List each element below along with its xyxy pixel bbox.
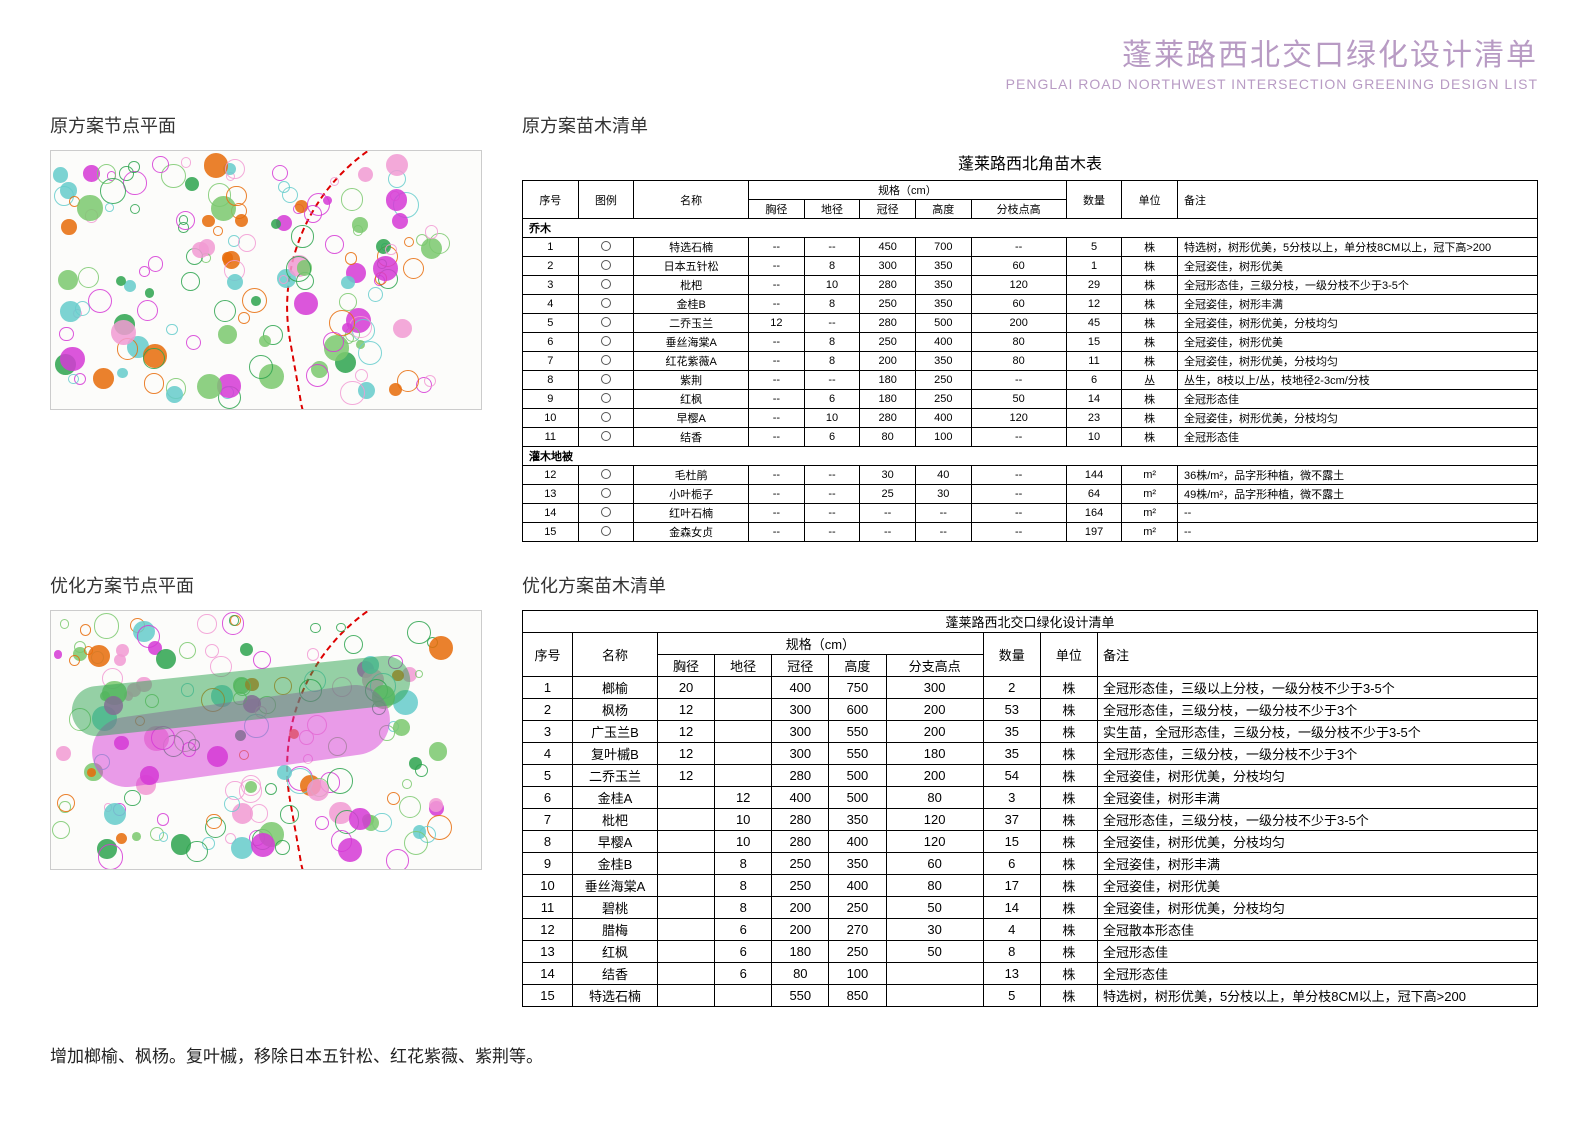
col-gj: 冠径 (860, 200, 916, 219)
col-symbol: 图例 (578, 181, 634, 219)
col2-gj: 冠径 (772, 655, 829, 677)
category-row: 灌木地被 (523, 447, 1538, 466)
table-row: 11碧桃82002505014株全冠姿佳，树形优美，分枝均匀 (523, 897, 1538, 919)
table-row: 6金桂A12400500803株全冠姿佳，树形丰满 (523, 787, 1538, 809)
table-row: 2枫杨1230060020053株全冠形态佳，三级分枝，一级分枝不少于3个 (523, 699, 1538, 721)
table-row: 8早樱A1028040012015株全冠姿佳，树形优美，分枝均匀 (523, 831, 1538, 853)
col-spec-group: 规格（cm） (749, 181, 1067, 200)
optimized-plan-image (50, 610, 482, 870)
table-row: 5二乔玉兰12--28050020045株全冠姿佳，树形优美，分枝均匀 (523, 314, 1538, 333)
table-row: 7红花紫薇A--82003508011株全冠姿佳，树形优美，分枝均匀 (523, 352, 1538, 371)
table-row: 9红枫--61802505014株全冠形态佳 (523, 390, 1538, 409)
table-row: 4金桂B--82503506012株全冠姿佳，树形丰满 (523, 295, 1538, 314)
table-row: 15金森女贞----------197m²-- (523, 523, 1538, 542)
col2-dj: 地径 (715, 655, 772, 677)
table-row: 5二乔玉兰1228050020054株全冠姿佳，树形优美，分枝均匀 (523, 765, 1538, 787)
table-row: 9金桂B8250350606株全冠姿佳，树形丰满 (523, 853, 1538, 875)
table-row: 3广玉兰B1230055020035株实生苗，全冠形态佳，三级分枝，一级分枝不少… (523, 721, 1538, 743)
original-list-block: 原方案苗木清单 蓬莱路西北角苗木表 序号 图例 名称 规格（cm） 数量 单位 … (522, 112, 1538, 542)
col2-name: 名称 (573, 633, 658, 677)
col-seq: 序号 (523, 181, 579, 219)
table-row: 8紫荆----180250--6丛丛生，8枝以上/丛，枝地径2-3cm/分枝 (523, 371, 1538, 390)
table-row: 13小叶栀子----2530--64m²49株/m²，品字形种植，微不露土 (523, 485, 1538, 504)
optimized-list-title: 优化方案苗木清单 (522, 572, 1538, 598)
table-row: 13红枫6180250508株全冠形态佳 (523, 941, 1538, 963)
col2-fz: 分支高点 (886, 655, 983, 677)
original-list-title: 原方案苗木清单 (522, 112, 1538, 138)
optimized-plan-block: 优化方案节点平面 (50, 572, 482, 1007)
table-row: 4复叶槭B1230055018035株全冠形态佳，三级分枝，一级分枝不少于3个 (523, 743, 1538, 765)
table-row: 10垂丝海棠A82504008017株全冠姿佳，树形优美 (523, 875, 1538, 897)
table-row: 1特选石楠----450700--5株特选树，树形优美，5分枝以上，单分枝8CM… (523, 238, 1538, 257)
col-name: 名称 (634, 181, 749, 219)
table-row: 12毛杜鹃----3040--144m²36株/m²，品字形种植，微不露土 (523, 466, 1538, 485)
col2-qty: 数量 (983, 633, 1040, 677)
header-title-cn: 蓬莱路西北交口绿化设计清单 (50, 30, 1538, 74)
table-row: 14红叶石楠----------164m²-- (523, 504, 1538, 523)
table-row: 1榔榆204007503002株全冠形态佳，三级以上分枝，一级分枝不少于3-5个 (523, 677, 1538, 699)
category-row: 乔木 (523, 219, 1538, 238)
table-row: 12腊梅6200270304株全冠散本形态佳 (523, 919, 1538, 941)
table-row: 10早樱A--1028040012023株全冠姿佳，树形优美，分枝均匀 (523, 409, 1538, 428)
col-fz: 分枝点高 (971, 200, 1066, 219)
original-plan-title: 原方案节点平面 (50, 112, 482, 138)
original-plan-block: 原方案节点平面 (50, 112, 482, 542)
table-row: 11结香--680100--10株全冠形态佳 (523, 428, 1538, 447)
optimized-plan-title: 优化方案节点平面 (50, 572, 482, 598)
col2-unit: 单位 (1040, 633, 1097, 677)
optimized-plant-table: 蓬莱路西北交口绿化设计清单 序号 名称 规格（cm） 数量 单位 备注 胸径 地… (522, 610, 1538, 1007)
page-header: 蓬莱路西北交口绿化设计清单 PENGLAI ROAD NORTHWEST INT… (50, 30, 1538, 92)
col2-remarks: 备注 (1098, 633, 1538, 677)
table-row: 7枇杷1028035012037株全冠形态佳，三级分枝，一级分枝不少于3-5个 (523, 809, 1538, 831)
col-dj: 地径 (804, 200, 860, 219)
col2-spec-group: 规格（cm） (658, 633, 984, 655)
col2-xj: 胸径 (658, 655, 715, 677)
table-row: 6垂丝海棠A--82504008015株全冠姿佳，树形优美 (523, 333, 1538, 352)
col-gd: 高度 (915, 200, 971, 219)
table-row: 15特选石楠5508505株特选树，树形优美，5分枝以上，单分枝8CM以上，冠下… (523, 985, 1538, 1007)
table-row: 2日本五针松--8300350601株全冠姿佳，树形优美 (523, 257, 1538, 276)
col-qty: 数量 (1066, 181, 1122, 219)
optimized-list-block: 优化方案苗木清单 蓬莱路西北交口绿化设计清单 序号 名称 规格（cm） 数量 单… (522, 572, 1538, 1007)
table-row: 3枇杷--1028035012029株全冠形态佳，三级分枝，一级分枝不少于3-5… (523, 276, 1538, 295)
header-title-en: PENGLAI ROAD NORTHWEST INTERSECTION GREE… (50, 76, 1538, 92)
col2-gd: 高度 (829, 655, 886, 677)
original-plan-image (50, 150, 482, 410)
footer-note: 增加榔榆、枫杨。复叶槭，移除日本五针松、红花紫薇、紫荆等。 (50, 1042, 1538, 1067)
table-row: 14结香68010013株全冠形态佳 (523, 963, 1538, 985)
table2-title: 蓬莱路西北交口绿化设计清单 (523, 611, 1538, 633)
col-xj: 胸径 (749, 200, 805, 219)
table1-title: 蓬莱路西北角苗木表 (522, 150, 1538, 174)
col-remarks: 备注 (1178, 181, 1538, 219)
col2-seq: 序号 (523, 633, 573, 677)
col-unit: 单位 (1122, 181, 1178, 219)
original-plant-table: 序号 图例 名称 规格（cm） 数量 单位 备注 胸径 地径 冠径 高度 分枝点… (522, 180, 1538, 542)
